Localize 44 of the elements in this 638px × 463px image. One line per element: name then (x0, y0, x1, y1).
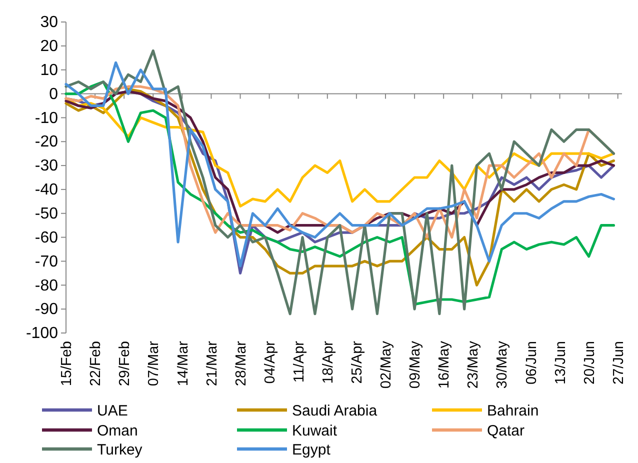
legend-label: Bahrain (487, 402, 539, 420)
x-tick-label: 29/Feb (117, 341, 134, 386)
legend-label: UAE (97, 402, 128, 420)
y-tick-label: 20 (40, 38, 58, 56)
legend-label: Turkey (97, 441, 143, 458)
y-tick-label: -10 (34, 110, 58, 127)
legend-label: Qatar (487, 422, 525, 440)
x-tick-label: 20/Jun (582, 341, 598, 385)
y-tick-label: -90 (34, 301, 58, 318)
y-tick-label: -30 (34, 158, 58, 175)
x-tick-label: 27/Jun (610, 341, 627, 385)
y-tick-label: -40 (34, 182, 58, 199)
x-tick-label: 18/Apr (320, 340, 336, 384)
y-tick-label: 10 (40, 62, 58, 79)
legend-label: Saudi Arabia (292, 402, 378, 420)
x-tick-label: 04/Apr (262, 340, 278, 384)
x-tick-label: 02/May (378, 340, 395, 389)
x-tick-label: 23/May (466, 340, 482, 389)
x-tick-label: 09/May (408, 340, 424, 389)
y-tick-label: -70 (34, 253, 58, 270)
y-tick-label: 30 (40, 14, 58, 32)
x-tick-label: 28/Mar (233, 340, 250, 386)
y-tick-label: -50 (34, 206, 58, 223)
y-tick-label: -60 (34, 229, 58, 246)
y-tick-label: 0 (49, 86, 58, 103)
x-tick-label: 13/Jun (552, 341, 569, 385)
legend-label: Egypt (292, 441, 332, 458)
y-tick-label: -20 (34, 134, 58, 151)
x-tick-label: 15/Feb (59, 341, 76, 386)
line-series (64, 49, 615, 316)
x-tick-label: 16/May (436, 340, 453, 389)
line-series (64, 61, 615, 268)
y-tick-label: -80 (34, 277, 58, 294)
x-tick-label: 25/Apr (350, 340, 366, 384)
x-tick-label: 21/Mar (204, 340, 220, 386)
x-tick-label: 22/Feb (88, 341, 104, 386)
x-tick-label: 14/Mar (175, 340, 192, 386)
x-tick-label: 06/Jun (524, 341, 540, 385)
x-tick-label: 07/Mar (146, 340, 162, 386)
legend-label: Oman (97, 422, 138, 440)
x-tick-label: 30/May (494, 340, 511, 389)
legend-label: Kuwait (292, 422, 338, 440)
x-tick-label: 11/Apr (291, 340, 308, 383)
y-tick-label: -100 (26, 325, 58, 342)
